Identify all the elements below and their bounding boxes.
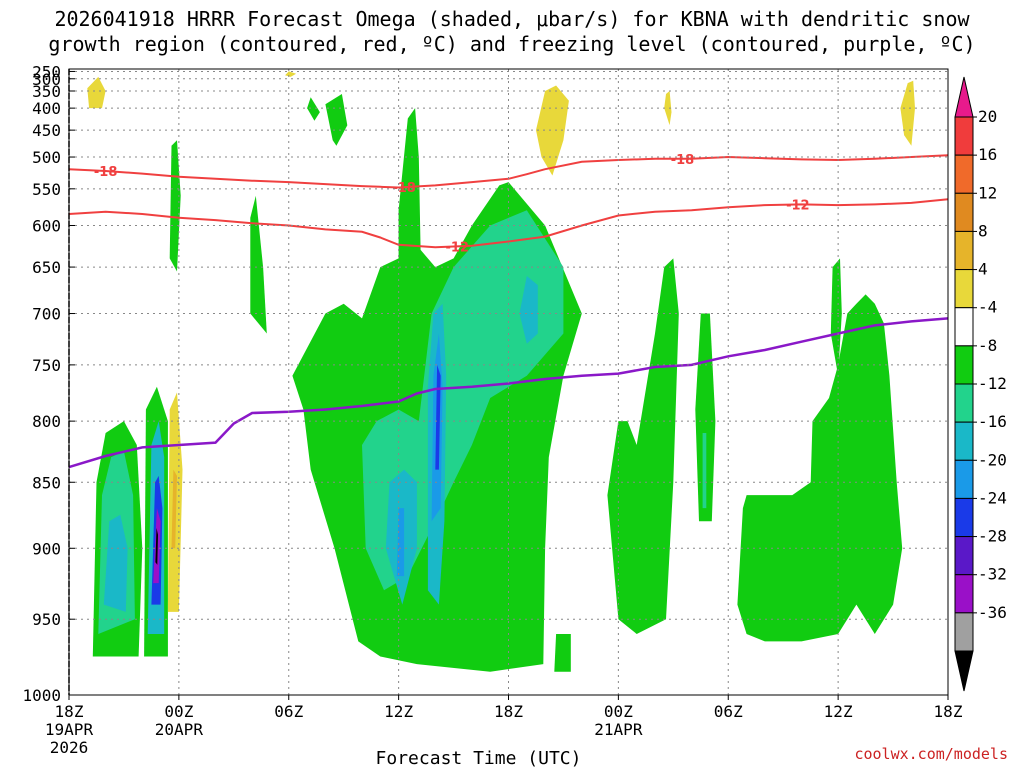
colorbar-label-11: -28 (978, 527, 1007, 546)
y-tick-label-15: 1000 (22, 686, 61, 705)
omega-shade-27 (607, 258, 679, 634)
omega-shade-9 (171, 469, 177, 549)
y-tick-label-10: 750 (32, 356, 61, 375)
omega-shade-10 (169, 140, 181, 272)
y-tick-label-14: 950 (32, 610, 61, 629)
colorbar-label-3: 8 (978, 221, 988, 240)
x-tick-label-2-0: 06Z (274, 702, 303, 721)
x-tick-label-5-0: 00Z (604, 702, 633, 721)
colorbar-bin-0 (954, 116, 974, 156)
y-tick-label-11: 800 (32, 412, 61, 431)
colorbar-bin-6 (954, 345, 974, 385)
x-tick-label-0-2: 2026 (50, 738, 89, 757)
colorbar-label-0: 20 (978, 107, 997, 126)
omega-shade-7 (155, 528, 158, 565)
omega-shade-20 (519, 276, 538, 344)
colorbar-bin-4 (954, 269, 974, 309)
omega-shade-25 (664, 91, 672, 126)
x-tick-label-4-0: 18Z (494, 702, 523, 721)
colorbar-label-7: -12 (978, 374, 1007, 393)
colorbar-bin-5 (954, 307, 974, 347)
dgz-minus12-contour (68, 198, 949, 249)
y-tick-label-4: 450 (32, 121, 61, 140)
omega-shade-11 (87, 76, 106, 109)
x-tick-label-5-1: 21APR (594, 720, 643, 739)
omega-shade-12 (285, 71, 297, 77)
x-tick-label-8-0: 18Z (934, 702, 963, 721)
omega-shade-29 (702, 433, 707, 509)
colorbar-label-13: -36 (978, 603, 1007, 622)
colorbar-label-8: -16 (978, 412, 1007, 431)
x-tick-label-1-0: 00Z (164, 702, 193, 721)
colorbar-label-2: 12 (978, 183, 997, 202)
colorbar: 20 16 12 8 4 -4 -8 -12 -16 -20 -24 -28 -32 -36 (954, 76, 1007, 692)
colorbar-bin-8 (954, 421, 974, 461)
omega-shade-15 (250, 195, 267, 334)
colorbar-bin-1 (954, 154, 974, 194)
colorbar-bin-2 (954, 192, 974, 232)
dgz-minus18-label-2: -18 (671, 153, 695, 168)
y-tick-label-12: 850 (32, 473, 61, 492)
y-tick-label-0: 250 (32, 62, 61, 81)
y-tick-label-3: 400 (32, 99, 61, 118)
dgz-minus18-label-0: -18 (94, 165, 118, 180)
omega-shade-31 (830, 258, 842, 376)
chart-title-line-1: 2026041918 HRRR Forecast Omega (shaded, … (54, 7, 970, 31)
y-tick-label-5: 500 (32, 148, 61, 167)
y-tick-label-2: 350 (32, 82, 61, 101)
omega-shade-26 (900, 80, 915, 146)
y-tick-label-13: 900 (32, 539, 61, 558)
x-tick-label-3-0: 12Z (384, 702, 413, 721)
x-tick-label-7-0: 12Z (824, 702, 853, 721)
y-tick-label-7: 600 (32, 217, 61, 236)
dgz-minus12-label-1: -12 (786, 198, 810, 213)
colorbar-bin-12 (954, 574, 974, 614)
x-axis-title: Forecast Time (UTC) (376, 748, 582, 768)
colorbar-top-arrow (954, 76, 974, 118)
colorbar-label-12: -32 (978, 565, 1007, 584)
omega-shade-32 (554, 634, 571, 672)
y-tick-label-9: 700 (32, 305, 61, 324)
omega-shade-22 (435, 364, 441, 470)
omega-shade-2 (103, 514, 128, 612)
omega-shade-14 (325, 94, 348, 146)
colorbar-bin-7 (954, 383, 974, 423)
x-tick-label-6-0: 06Z (714, 702, 743, 721)
y-tick-label-1: 300 (32, 70, 61, 89)
omega-shade-24 (536, 85, 569, 176)
credit-text[interactable]: coolwx.com/models (854, 745, 1008, 763)
y-tick-label-8: 650 (32, 258, 61, 277)
chart-title-line-2: growth region (contoured, red, ºC) and f… (48, 32, 976, 56)
x-tick-label-1-1: 20APR (155, 720, 204, 739)
colorbar-bin-3 (954, 230, 974, 271)
omega-shade-30 (737, 294, 903, 642)
freezing-level-contour (68, 317, 949, 469)
colorbar-bin-9 (954, 459, 974, 499)
plot-area: -18-18-18-12-12 (68, 71, 949, 672)
colorbar-label-1: 16 (978, 145, 997, 164)
colorbar-bottom-arrow (954, 650, 974, 692)
colorbar-label-6: -8 (978, 336, 997, 355)
colorbar-label-10: -24 (978, 488, 1007, 507)
dgz-minus12-label-0: -12 (445, 240, 469, 255)
colorbar-bin-11 (954, 536, 974, 576)
colorbar-label-5: -4 (978, 298, 997, 317)
colorbar-label-4: 4 (978, 260, 988, 279)
colorbar-bin-10 (954, 497, 974, 538)
x-tick-label-0-0: 18Z (55, 702, 84, 721)
x-tick-label-0-1: 19APR (45, 720, 94, 739)
omega-shade-13 (307, 97, 320, 121)
y-tick-label-6: 550 (32, 180, 61, 199)
colorbar-bin-13 (954, 612, 974, 652)
colorbar-label-9: -20 (978, 450, 1007, 469)
omega-shade-28 (695, 313, 716, 522)
